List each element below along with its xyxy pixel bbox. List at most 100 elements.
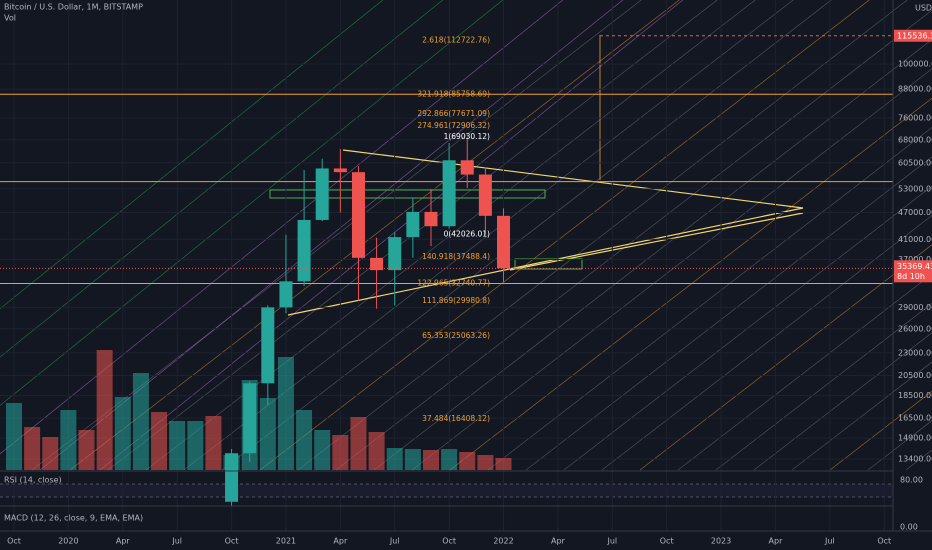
candle-body <box>406 211 420 238</box>
volume-bar <box>205 416 222 470</box>
countdown: 8d 10h <box>897 272 925 281</box>
volume-bar <box>169 421 186 470</box>
y-tick-label: 100000.00 <box>898 60 932 69</box>
candle-body <box>243 383 257 454</box>
fan-line <box>411 68 932 471</box>
x-tick-label: Oct <box>660 537 674 546</box>
fan-line <box>449 97 932 471</box>
candle-body <box>370 257 384 271</box>
fan-line <box>373 39 932 471</box>
candle-body <box>261 307 275 384</box>
volume-label: Vol <box>4 14 16 23</box>
fan-line <box>259 0 870 471</box>
zone <box>269 189 546 199</box>
channel-line <box>0 0 504 406</box>
plot <box>0 0 893 531</box>
candle-body <box>497 215 511 269</box>
x-tick-label: Apr <box>116 537 131 546</box>
fan-line <box>563 185 932 471</box>
candle-body <box>388 237 402 271</box>
channel-line <box>0 0 564 455</box>
triangle-edge <box>509 212 804 271</box>
x-tick-label: Jul <box>824 537 835 546</box>
fan-line <box>297 0 908 471</box>
fan-line <box>601 214 932 471</box>
fib-label: 292.866(77671.09) <box>417 109 490 118</box>
volume-bar <box>459 452 476 470</box>
fan-line <box>107 0 718 471</box>
y-tick-label: 68000.00 <box>898 135 932 144</box>
volume-bar <box>495 458 512 470</box>
y-tick-label: 13400.00 <box>898 454 932 463</box>
volume-bar <box>42 437 59 470</box>
x-tick-label: Jul <box>171 537 182 546</box>
fib-label: 140.918(37488.4) <box>422 252 490 261</box>
candle-body <box>297 219 311 282</box>
y-tick-label: 16500.00 <box>898 414 932 423</box>
fib-label: 122.965(32740.77) <box>417 278 490 287</box>
y-tick-label: 60500.00 <box>898 158 932 167</box>
x-tick-label: 2023 <box>711 537 731 546</box>
x-tick-label: Jul <box>606 537 617 546</box>
volume-bar <box>368 432 385 470</box>
target-price: 115536.36 <box>897 31 932 40</box>
volume-bar <box>60 410 77 470</box>
volume-bar <box>187 421 204 470</box>
fib-label: 111.869(29980.8) <box>422 296 490 305</box>
volume-bar <box>78 430 95 470</box>
y-tick-label: 29000.00 <box>898 303 932 312</box>
fan-line <box>335 9 932 471</box>
y-tick-label: 41000.00 <box>898 235 932 244</box>
y-tick-label: 14900.00 <box>898 434 932 443</box>
volume-bar <box>132 373 149 470</box>
volume-bar <box>314 430 331 470</box>
x-tick-label: Oct <box>442 537 456 546</box>
x-tick-label: 2021 <box>276 537 296 546</box>
y-tick-label: 88000.00 <box>898 85 932 94</box>
volume-bar <box>386 448 403 470</box>
x-tick-label: 2020 <box>58 537 78 546</box>
fan-line <box>753 332 932 471</box>
y-tick-label: 26000.00 <box>898 324 932 333</box>
candle-body <box>351 172 365 258</box>
volume-bar <box>96 350 113 470</box>
x-tick-label: 2022 <box>493 537 513 546</box>
fan-line <box>183 0 794 471</box>
fib-label: 274.961(72906.32) <box>417 121 490 130</box>
volume-bar <box>350 417 367 470</box>
volume-bar <box>151 412 168 470</box>
y-tick-label: 23000.00 <box>898 348 932 357</box>
volume-bar <box>441 449 458 470</box>
last-price-box <box>894 260 932 283</box>
volume-bar <box>277 357 294 470</box>
candle-body <box>315 168 329 220</box>
triangle <box>287 149 804 316</box>
fan-line <box>487 127 932 471</box>
volume-bar <box>114 397 131 470</box>
fib-label: 65.353(25063.26) <box>422 331 490 340</box>
fib-label: 2.618(112722.76) <box>422 36 490 45</box>
volume-bar <box>296 410 313 470</box>
fan-line <box>525 156 932 471</box>
volume-bar <box>6 403 22 470</box>
rsi-fill <box>0 484 893 497</box>
fan-line <box>221 0 832 471</box>
candle-body <box>442 160 456 227</box>
candle-body <box>424 211 438 227</box>
x-tick-label: Apr <box>769 537 784 546</box>
fan-line <box>69 0 680 471</box>
x-tick-label: Oct <box>225 537 239 546</box>
fan-line <box>639 244 932 471</box>
y-tick-label: 37000.00 <box>898 255 932 264</box>
x-tick-label: Jul <box>389 537 400 546</box>
volume-bar <box>24 427 41 470</box>
candle-body <box>460 160 474 175</box>
candle-body <box>333 168 347 173</box>
currency: USD <box>915 4 932 13</box>
channel-line <box>0 0 384 310</box>
fan-line <box>791 361 932 471</box>
volume-bar <box>422 450 439 470</box>
channel-line <box>0 0 444 358</box>
x-tick-label: Oct <box>877 537 891 546</box>
